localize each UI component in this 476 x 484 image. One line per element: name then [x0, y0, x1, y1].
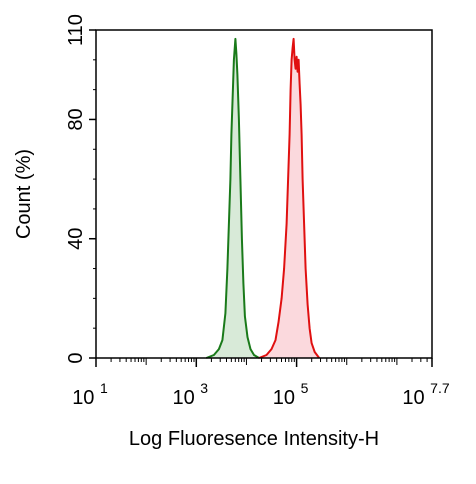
x-tick-label: 10 7.7: [402, 380, 449, 409]
y-tick-label: 110: [65, 14, 87, 46]
series-1-fill: [206, 38, 259, 359]
series-layer: [205, 37, 320, 359]
axis-layer: 0 40 80 110 10 1 10 3 10 5 10 7.7: [65, 14, 450, 409]
x-tick-label: 10 5: [273, 380, 309, 409]
x-tick-label: 10 3: [172, 380, 208, 409]
plot-frame: [95, 29, 433, 359]
y-axis-title: Count (%): [13, 149, 35, 239]
series-2-fill: [259, 38, 320, 359]
x-tick-label: 10 1: [72, 380, 108, 409]
y-tick-label: 0: [65, 352, 87, 363]
series-2-line: [258, 37, 320, 359]
y-tick-label: 40: [65, 228, 87, 250]
series-1-line: [205, 37, 260, 359]
x-axis-title: Log Fluoresence Intensity-H: [129, 428, 379, 450]
y-tick-label: 80: [65, 108, 87, 130]
